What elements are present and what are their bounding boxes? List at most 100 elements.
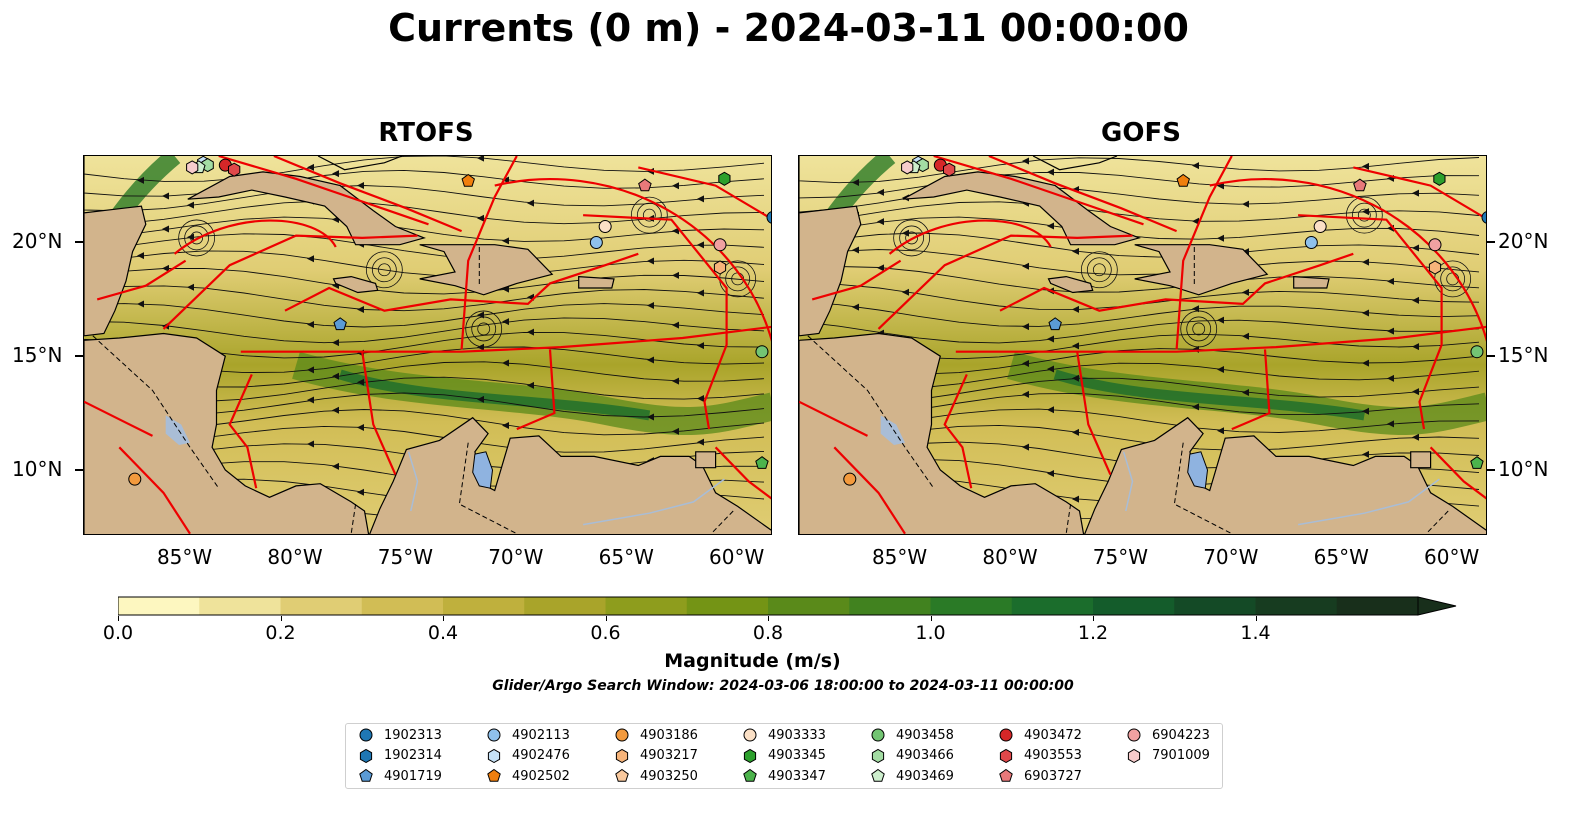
circle-marker-icon: [487, 728, 501, 742]
y-tick-mark: [1486, 469, 1495, 471]
float-marker-4903345: [718, 171, 731, 186]
colorbar-tick-mark: [1093, 616, 1094, 621]
float-marker-4903347: [755, 456, 769, 469]
x-tick-label: 60°W: [1424, 545, 1480, 569]
pentagon-marker-icon: [487, 768, 501, 782]
legend-marker: [615, 748, 629, 763]
float-marker-4903345: [1433, 171, 1446, 186]
colorbar-tick-label: 0.2: [265, 622, 296, 644]
legend-item-4903458: 4903458: [870, 725, 954, 745]
legend-label: 4902502: [512, 768, 570, 784]
legend-item-4903217: 4903217: [614, 746, 698, 766]
circle-marker-icon: [871, 728, 885, 742]
panel-title-rtofs: RTOFS: [378, 118, 474, 148]
pentagon-marker-icon: [359, 768, 373, 782]
legend-label: 4901719: [384, 768, 442, 784]
colorbar-tick-mark: [443, 616, 444, 621]
float-marker-4901719: [1048, 317, 1062, 331]
float-marker-4903347: [1470, 456, 1484, 469]
x-tick-label: 85°W: [871, 545, 928, 569]
colorbar-segment: [1336, 597, 1419, 615]
legend-item-4902476: 4902476: [486, 746, 570, 766]
float-marker-6904223: [1428, 238, 1442, 252]
legend-item-1902313: 1902313: [358, 725, 442, 745]
legend-label: 1902313: [384, 727, 442, 743]
map-panel-rtofs[interactable]: [83, 155, 772, 535]
colorbar-segment: [686, 597, 769, 615]
legend-marker: [359, 748, 373, 763]
float-marker-4903333: [598, 220, 612, 234]
legend-label: 4903186: [640, 727, 698, 743]
float-marker-4903217: [713, 260, 727, 275]
float-legend: 1902313 1902314 4901719 4902113 4902476 49025…: [345, 723, 1223, 789]
legend-item-4903553: 4903553: [998, 746, 1082, 766]
legend-label: 4903472: [1024, 727, 1082, 743]
colorbar-tick-mark: [280, 616, 282, 621]
float-marker-4903186: [128, 472, 142, 486]
colorbar-segment: [443, 597, 525, 615]
legend-marker: [1127, 728, 1141, 742]
colorbar: [117, 596, 1458, 616]
panel-title-gofs: GOFS: [1101, 118, 1181, 148]
colorbar-segment: [1174, 597, 1256, 615]
legend-label: 4903347: [768, 768, 826, 784]
colorbar-segment: [605, 597, 688, 615]
y-tick-mark: [1486, 241, 1495, 244]
y-tick-mark: [1486, 355, 1495, 358]
float-marker-4903553: [228, 162, 241, 177]
float-marker-4903186: [843, 472, 857, 486]
legend-item-4903186: 4903186: [614, 725, 698, 745]
legend-marker: [359, 768, 373, 782]
y-tick-label: 15°N: [1498, 343, 1549, 368]
float-marker-4902113: [589, 235, 603, 249]
legend-item-4903345: 4903345: [742, 746, 826, 766]
colorbar-segment: [524, 597, 606, 615]
float-marker-6903727: [638, 178, 652, 192]
map-panel-gofs[interactable]: [798, 155, 1487, 535]
y-tick-label: 15°N: [12, 343, 63, 368]
legend-item-6903727: 6903727: [998, 766, 1082, 786]
search-window-note: Glider/Argo Search Window: 2024-03-06 18…: [492, 678, 1074, 694]
float-marker-7901009: [186, 160, 199, 175]
float-marker-4902113: [1304, 235, 1318, 249]
legend-item-4903250: 4903250: [614, 766, 698, 786]
legend-marker: [743, 728, 757, 742]
colorbar-segment: [768, 597, 850, 615]
x-tick-label: 65°W: [598, 545, 654, 569]
colorbar-segment: [1093, 597, 1175, 615]
colorbar-extend-arrow: [1417, 596, 1457, 616]
legend-marker: [615, 728, 629, 742]
circle-marker-icon: [615, 728, 629, 742]
legend-marker: [871, 768, 885, 782]
legend-marker: [743, 768, 757, 782]
colorbar-segment: [1011, 597, 1094, 615]
colorbar-tick-mark: [605, 616, 607, 621]
colorbar-segment: [118, 597, 200, 615]
float-marker-4902502: [1176, 173, 1190, 187]
float-marker-4901719: [333, 317, 347, 331]
x-tick-label: 60°W: [709, 545, 765, 569]
hexagon-marker-icon: [999, 748, 1013, 763]
legend-label: 1902314: [384, 748, 442, 763]
pentagon-marker-icon: [871, 768, 885, 782]
hexagon-marker-icon: [615, 748, 629, 763]
colorbar-tick-mark: [1255, 616, 1257, 621]
legend-label: 4903553: [1024, 748, 1082, 763]
circle-marker-icon: [999, 728, 1013, 742]
x-tick-label: 80°W: [267, 545, 323, 569]
float-marker-4903217: [1428, 260, 1442, 275]
legend-label: 4903250: [640, 768, 698, 784]
legend-item-1902314: 1902314: [358, 746, 442, 766]
float-marker-7901009: [901, 160, 914, 175]
x-tick-label: 80°W: [982, 545, 1038, 569]
legend-marker: [999, 728, 1013, 742]
legend-item-4903472: 4903472: [998, 725, 1082, 745]
pentagon-marker-icon: [615, 768, 629, 782]
legend-label: 4903345: [768, 748, 826, 763]
figure-title: Currents (0 m) - 2024-03-11 00:00:00: [388, 6, 1189, 50]
legend-marker: [871, 748, 885, 763]
colorbar-segment: [930, 597, 1013, 615]
float-marker-4903333: [1313, 220, 1327, 234]
colorbar-tick-label: 0.0: [102, 622, 134, 644]
float-marker-4903553: [943, 162, 956, 177]
